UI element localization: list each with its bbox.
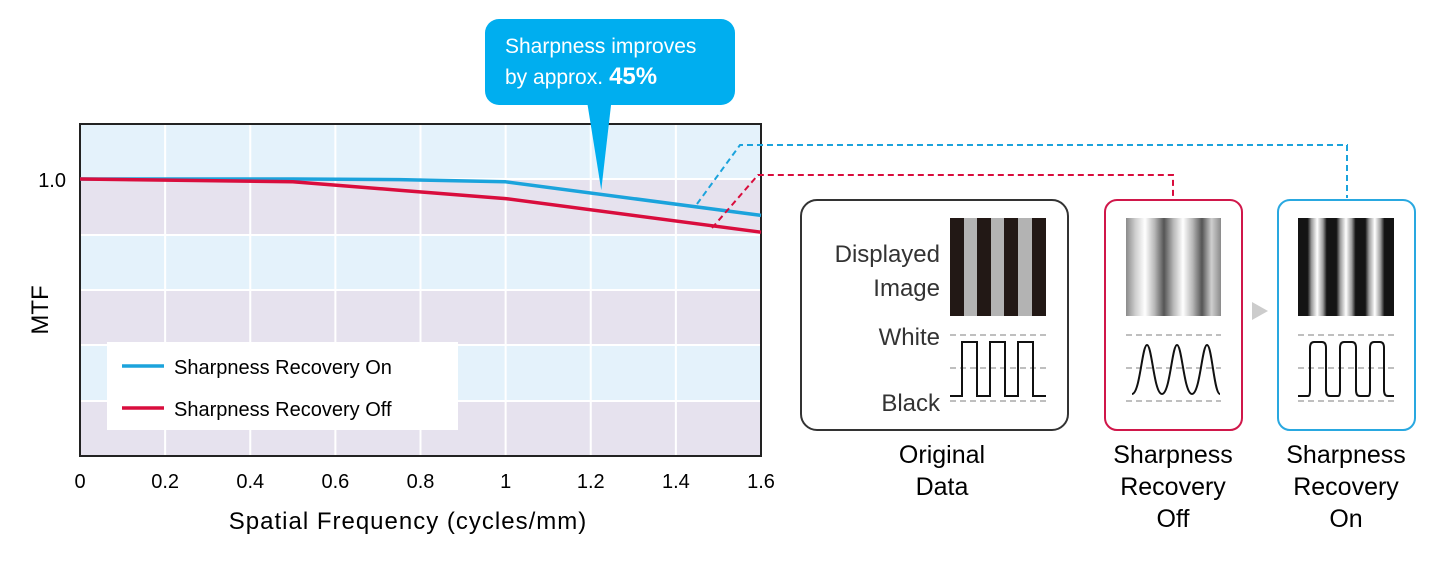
callout-line2: by approx. 45% [505,63,657,90]
callout-line1: Sharpness improves [505,35,696,58]
x-axis-title: Spatial Frequency (cycles/mm) [229,508,587,535]
callout-bubble [485,19,735,105]
series-line-recovery-on [80,177,762,218]
x-tick-label: 0.2 [151,471,179,493]
original-stripe-image [950,218,1046,316]
displayed-image-label-2: Image [873,275,940,302]
caption-off-line1: Sharpness [1113,441,1233,469]
legend-box [107,342,458,430]
connector-recovery-off [711,174,1174,229]
x-tick-label: 0.8 [407,471,435,493]
panel-original-data: Displayed Image White Black Original Dat… [800,199,1069,501]
caption-off-line3: Off [1157,505,1190,533]
caption-off-line2: Recovery [1120,473,1226,501]
y-tick-label: 1.0 [38,170,66,192]
x-tick-label: 1.4 [662,471,690,493]
x-tick-label: 0 [74,471,85,493]
caption-original-line1: Original [899,441,985,469]
y-axis-title: MTF [27,285,54,334]
plot-frame [79,123,762,457]
caption-original-line2: Data [916,473,969,501]
caption-on-line3: On [1329,505,1362,533]
caption-on-line1: Sharpness [1286,441,1406,469]
black-level-label: Black [881,390,941,417]
arrow-right-icon [1252,302,1268,320]
x-tick-label: 1.6 [747,471,775,493]
x-tick-label: 1 [500,471,511,493]
mtf-chart: 0 0.2 0.4 0.6 0.8 1 1.2 1.4 1.6 1.0 Spatial Freq… [27,19,775,535]
original-waveform [950,334,1046,402]
x-tick-label: 0.6 [321,471,349,493]
series-line-recovery-off [79,177,762,234]
legend-label-off: Sharpness Recovery Off [174,399,392,421]
improvement-callout: Sharpness improves by approx. 45% [485,19,735,191]
x-axis-ticks: 0 0.2 0.4 0.6 0.8 1 1.2 1.4 1.6 [74,471,774,493]
legend-label-on: Sharpness Recovery On [174,357,392,379]
recovery-on-waveform [1298,334,1394,402]
legend: Sharpness Recovery On Sharpness Recovery… [107,342,458,430]
callout-pointer [587,103,612,191]
panel-recovery-on: Sharpness Recovery On [1277,199,1416,533]
connector-lines [696,144,1348,229]
displayed-image-label-1: Displayed [835,241,940,268]
caption-on-line2: Recovery [1293,473,1399,501]
white-level-label: White [879,324,940,351]
x-tick-label: 1.2 [577,471,605,493]
callout-prefix: by approx. [505,66,603,89]
recovery-off-waveform [1126,334,1221,402]
series-layer [79,177,762,234]
callout-value: 45% [609,63,657,90]
blurred-stripe-image [1126,218,1221,316]
sharpened-stripe-image [1298,218,1394,316]
panel-recovery-off: Sharpness Recovery Off [1104,199,1243,533]
x-tick-label: 0.4 [236,471,264,493]
